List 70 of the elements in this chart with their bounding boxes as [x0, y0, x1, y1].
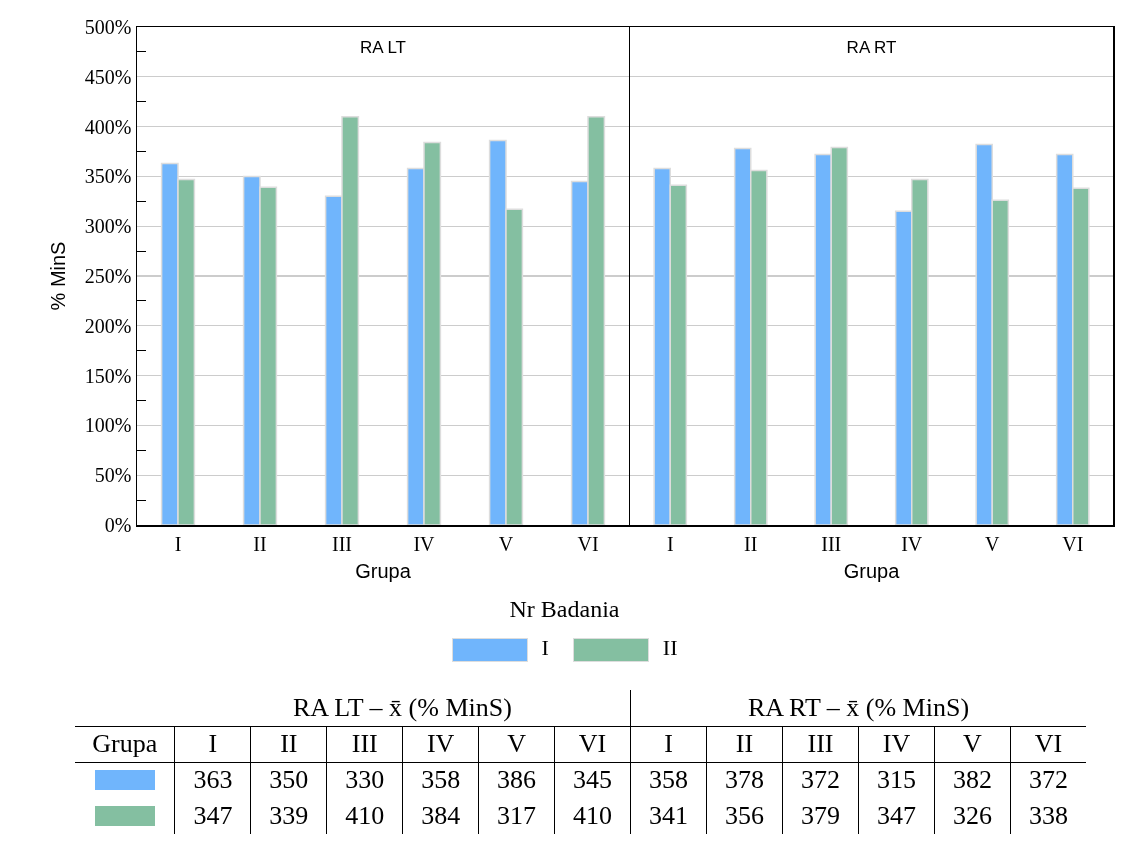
y-tick-label: 300% [84, 215, 132, 238]
y-tick-label: 500% [84, 16, 132, 38]
category-label: V [963, 729, 982, 758]
category-label: VI [1034, 729, 1063, 758]
text: RA RT – x̄ (% MinS) [630, 690, 1086, 726]
x-tick-label: IV [413, 532, 436, 555]
x-tick-label: V [498, 532, 514, 555]
x-tick-label: VI [1062, 532, 1084, 555]
y-tick-label: 200% [84, 314, 132, 337]
data-label: 347 [858, 798, 935, 834]
data-label: 315 [858, 762, 935, 798]
data-label: 378 [706, 762, 783, 798]
data-label: 330 [326, 762, 403, 798]
y-tick-label: 0% [104, 514, 132, 536]
category-label: III [351, 729, 378, 758]
category-label: V [507, 729, 526, 758]
x-tick-label: II [744, 532, 758, 555]
data-label: 326 [934, 798, 1011, 834]
x-axis-title: Grupa [843, 559, 901, 582]
y-axis-title: % MinS [46, 241, 69, 311]
category-label: IV [882, 729, 911, 758]
category-label: VI [578, 729, 607, 758]
x-tick-label: III [332, 532, 352, 555]
category-label: I [208, 729, 218, 758]
legend-label: I [541, 635, 549, 660]
data-label: 410 [554, 798, 630, 834]
y-tick-label: 150% [84, 364, 132, 387]
x-tick-label: I [666, 532, 674, 555]
data-label: 358 [402, 762, 479, 798]
category-label: II [735, 729, 754, 758]
legend-title: Nr Badania [508, 596, 621, 623]
data-label: 384 [402, 798, 479, 834]
x-tick-label: IV [901, 532, 923, 555]
data-label: 410 [326, 798, 403, 834]
data-label: 372 [782, 762, 859, 798]
data-label: 386 [478, 762, 555, 798]
y-tick-label: 100% [84, 414, 132, 437]
y-tick-label: 450% [84, 65, 132, 88]
text: RA RT [846, 37, 897, 57]
data-label: 363 [174, 762, 251, 798]
category-label: II [280, 729, 298, 758]
category-label: III [807, 729, 834, 758]
y-tick-label: 250% [84, 265, 132, 287]
data-label: 356 [706, 798, 783, 834]
category-label: I [664, 729, 673, 758]
x-axis-title: Grupa [355, 559, 412, 582]
y-tick-label: 50% [94, 464, 132, 487]
data-label: 338 [1010, 798, 1086, 834]
x-tick-label: III [821, 532, 842, 555]
x-tick-label: II [253, 532, 267, 555]
x-tick-label: VI [577, 532, 599, 555]
data-label: 358 [630, 762, 707, 798]
data-label: 345 [554, 762, 630, 798]
category-label: IV [426, 729, 455, 758]
y-tick-label: 350% [84, 165, 132, 188]
text: Grupa [92, 729, 158, 758]
data-label: 317 [478, 798, 555, 834]
data-label: 339 [250, 798, 327, 834]
legend-label: II [662, 635, 678, 660]
data-label: 372 [1010, 762, 1086, 798]
text: RA LT [360, 37, 406, 57]
x-tick-label: V [985, 532, 1001, 555]
data-label: 341 [630, 798, 707, 834]
data-label: 379 [782, 798, 859, 834]
data-label: 382 [934, 762, 1011, 798]
text: RA LT – x̄ (% MinS) [174, 690, 630, 726]
y-tick-label: 400% [84, 115, 132, 138]
data-label: 347 [174, 798, 251, 834]
x-tick-label: I [174, 532, 182, 555]
data-label: 350 [250, 762, 327, 798]
